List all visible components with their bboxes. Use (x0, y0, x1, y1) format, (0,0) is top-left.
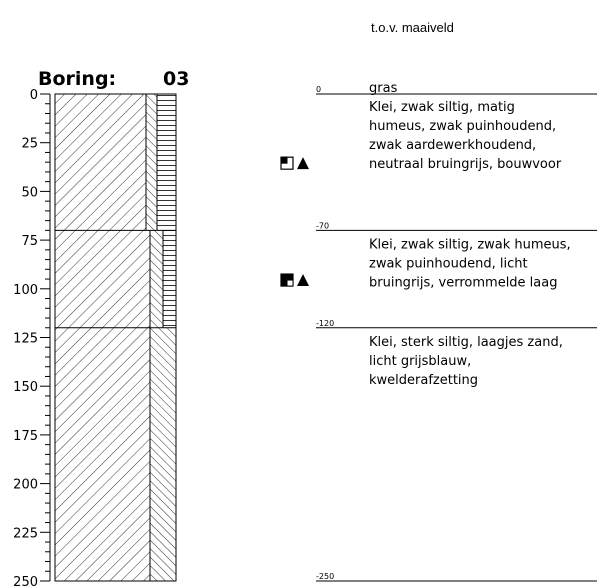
layer-description-line: kwelderafzetting (369, 373, 478, 388)
tick-label: 25 (21, 137, 38, 152)
layer-depth-label: -120 (316, 319, 334, 328)
layer-main-fill (55, 94, 146, 231)
layer-description-line: licht grijsblauw, (369, 354, 471, 369)
tick-label: 250 (13, 575, 38, 587)
boring-number: 03 (163, 68, 189, 90)
sample-markers (280, 156, 309, 287)
tick-label: 225 (13, 526, 38, 541)
triangle-icon (297, 274, 309, 287)
layer-description-line: gras (369, 81, 398, 96)
tick-label: 175 (13, 429, 38, 444)
layer-description-line: humeus, zwak puinhoudend, (369, 119, 556, 134)
tick-label: 100 (13, 283, 38, 298)
tick-label: 75 (21, 234, 38, 249)
tick-label: 50 (21, 185, 38, 200)
column-outline (54, 93, 177, 582)
layer-description-line: Klei, zwak siltig, zwak humeus, (369, 237, 571, 252)
layer-outer-fill (157, 94, 176, 231)
reference-label: t.o.v. maaiveld (371, 20, 454, 35)
layer-inner-fill (146, 94, 157, 231)
layer-description-line: zwak puinhoudend, licht (369, 256, 528, 271)
layer-main-fill (55, 230, 150, 328)
layer-depth-label: -250 (316, 572, 334, 581)
square-half-icon (280, 156, 294, 170)
tick-label: 150 (13, 380, 38, 395)
sample-marker (280, 156, 309, 170)
tick-label: 125 (13, 332, 38, 347)
depth-axis: 0 25 50 75 100 125 150 175 200 225 250 (13, 88, 51, 587)
tick-label: 200 (13, 478, 38, 493)
layer-description-line: neutraal bruingrijs, bouwvoor (369, 157, 562, 172)
layer-description-line: Klei, zwak siltig, matig (369, 100, 515, 115)
layer-depth-label: 0 (316, 85, 321, 94)
sample-marker (280, 273, 309, 287)
layer-inner-fill (150, 327, 176, 581)
layer-descriptions: 0 gras Klei, zwak siltig, matig humeus, zwa… (316, 81, 597, 582)
soil-column (54, 93, 177, 582)
layer-depth-label: -70 (316, 221, 329, 230)
square-filled-half-icon (280, 273, 294, 287)
tick-label: 0 (30, 88, 38, 103)
layer-description-line: Klei, sterk siltig, laagjes zand, (369, 335, 563, 350)
triangle-icon (297, 157, 309, 170)
layer-outer-fill (163, 230, 176, 328)
layer-description-line: bruingrijs, verrommelde laag (369, 275, 557, 290)
layer-description-line: zwak aardewerkhoudend, (369, 138, 536, 153)
boring-title: Boring: (38, 68, 116, 90)
layer-inner-fill (150, 230, 163, 328)
layer-main-fill (55, 327, 150, 581)
